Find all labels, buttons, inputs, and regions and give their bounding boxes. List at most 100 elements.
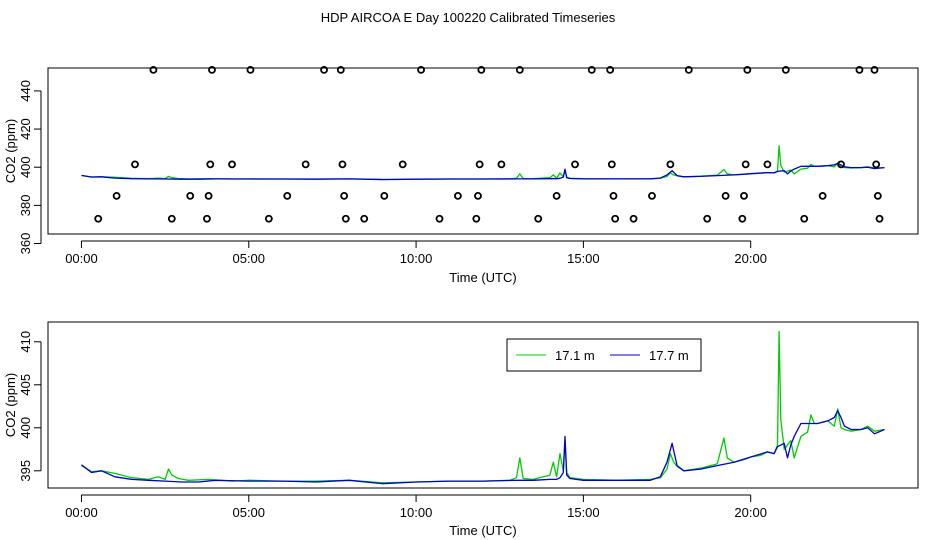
calibration-point — [873, 191, 882, 200]
panel-1-series-17-7-m — [81, 162, 885, 181]
panel-1-x-tick-label: 00:00 — [65, 251, 98, 266]
panel-2-series-17-1-m — [81, 330, 885, 484]
calibration-point — [703, 214, 712, 223]
calibration-point — [870, 66, 879, 74]
calibration-point — [875, 214, 884, 223]
calibration-point — [167, 214, 176, 223]
panel-2-x-tick-label: 10:00 — [400, 505, 433, 520]
calibration-point — [666, 160, 675, 169]
calibration-point — [472, 214, 481, 223]
panel-2-x-axis: 00:00 05:00 10:00 15:00 20:00 — [65, 494, 767, 520]
calibration-point — [301, 160, 310, 169]
calibration-point — [872, 160, 881, 169]
panel-2-series — [81, 330, 885, 485]
calibration-point — [336, 66, 345, 74]
calibration-point — [477, 66, 486, 74]
panel-1-y-tick-label: 440 — [18, 80, 33, 102]
calibration-point — [417, 66, 425, 74]
chart-title: HDP AIRCOA E Day 100220 Calibrated Times… — [321, 10, 616, 25]
calibration-point — [606, 66, 615, 74]
calibration-point — [497, 160, 506, 169]
calibration-point — [94, 214, 103, 223]
panel-2-x-tick-label: 15:00 — [567, 505, 600, 520]
panel-1-x-axis: 00:00 05:00 10:00 15:00 20:00 — [65, 240, 767, 266]
calibration-point — [203, 214, 211, 223]
panel-2-y-tick-label: 405 — [18, 374, 33, 396]
panel-2-y-tick-label: 395 — [18, 460, 33, 482]
panel-1-x-tick-label: 15:00 — [567, 251, 600, 266]
panel-2-y-tick-label: 410 — [18, 331, 33, 353]
calibration-point — [607, 160, 616, 169]
calibration-point — [228, 160, 236, 169]
calibration-point — [112, 191, 121, 200]
calibration-point — [340, 191, 349, 200]
panel-1-y-tick-label: 380 — [18, 195, 33, 217]
calibration-point — [204, 191, 213, 200]
panel-1-x-tick-label: 05:00 — [232, 251, 265, 266]
calibration-point — [629, 214, 638, 223]
legend: 17.1 m 17.7 m — [506, 338, 702, 372]
panel-1-series — [81, 145, 885, 181]
calibration-point — [611, 214, 620, 223]
calibration-point — [131, 160, 139, 169]
calibration-point — [763, 160, 772, 169]
calibration-point — [800, 214, 809, 223]
calibration-point — [515, 66, 524, 74]
calibration-point — [738, 214, 747, 223]
panel-2-y-label: CO2 (ppm) — [3, 373, 18, 437]
calibration-point — [571, 160, 579, 169]
calibration-point — [186, 191, 195, 200]
legend-label-17-7m: 17.7 m — [649, 348, 689, 363]
calibration-point — [246, 66, 255, 74]
legend-label-17-1m: 17.1 m — [555, 348, 595, 363]
panel-1-y-tick-label: 400 — [18, 156, 33, 178]
calibration-point — [743, 66, 752, 74]
calibration-point — [818, 191, 827, 200]
panel-1-y-label: CO2 (ppm) — [3, 119, 18, 183]
panel-2-plot-frame — [47, 321, 919, 489]
panel-1-points — [94, 66, 884, 223]
calibration-point — [338, 160, 347, 169]
calibration-point — [360, 214, 369, 223]
calibration-point — [208, 66, 216, 74]
calibration-point — [684, 66, 693, 74]
calibration-point — [587, 66, 596, 74]
calibration-point — [648, 191, 656, 200]
calibration-point — [398, 160, 407, 169]
calibration-point — [149, 66, 158, 74]
panel-1-x-label: Time (UTC) — [449, 270, 516, 285]
panel-1-x-tick-label: 10:00 — [400, 251, 433, 266]
calibration-point — [721, 191, 730, 200]
calibration-point — [741, 160, 750, 169]
panel-2: 00:00 05:00 10:00 15:00 20:00 395 400 405 410 T… — [3, 321, 919, 538]
calibration-point — [609, 191, 618, 200]
calibration-point — [855, 66, 864, 74]
panel-2-x-tick-label: 05:00 — [232, 505, 265, 520]
panel-2-y-tick-label: 400 — [18, 417, 33, 439]
calibration-point — [781, 66, 790, 74]
calibration-point — [740, 191, 748, 200]
calibration-point — [475, 160, 484, 169]
panel-2-x-tick-label: 00:00 — [65, 505, 98, 520]
calibration-point — [264, 214, 273, 223]
panel-1-y-tick-label: 420 — [18, 118, 33, 140]
calibration-point — [206, 160, 215, 169]
panel-2-series-17-7-m — [81, 409, 885, 485]
calibration-point — [341, 214, 350, 223]
calibration-point — [454, 191, 462, 200]
calibration-point — [474, 191, 482, 200]
panel-1-y-tick-label: 360 — [18, 233, 33, 255]
panel-1-plot-frame — [47, 67, 919, 235]
panel-2-x-label: Time (UTC) — [449, 523, 516, 538]
panel-1-x-tick-label: 20:00 — [734, 251, 767, 266]
panel-1: 00:00 05:00 10:00 15:00 20:00 360 380 400 420 44… — [3, 66, 919, 285]
calibration-point — [380, 191, 389, 200]
panel-1-y-axis: 360 380 400 420 440 — [18, 80, 42, 255]
calibration-point — [435, 214, 444, 223]
calibration-point — [552, 191, 561, 200]
panel-2-y-axis: 395 400 405 410 — [18, 331, 42, 482]
panel-2-x-tick-label: 20:00 — [734, 505, 767, 520]
calibration-point — [283, 191, 292, 200]
calibration-point — [534, 214, 543, 223]
